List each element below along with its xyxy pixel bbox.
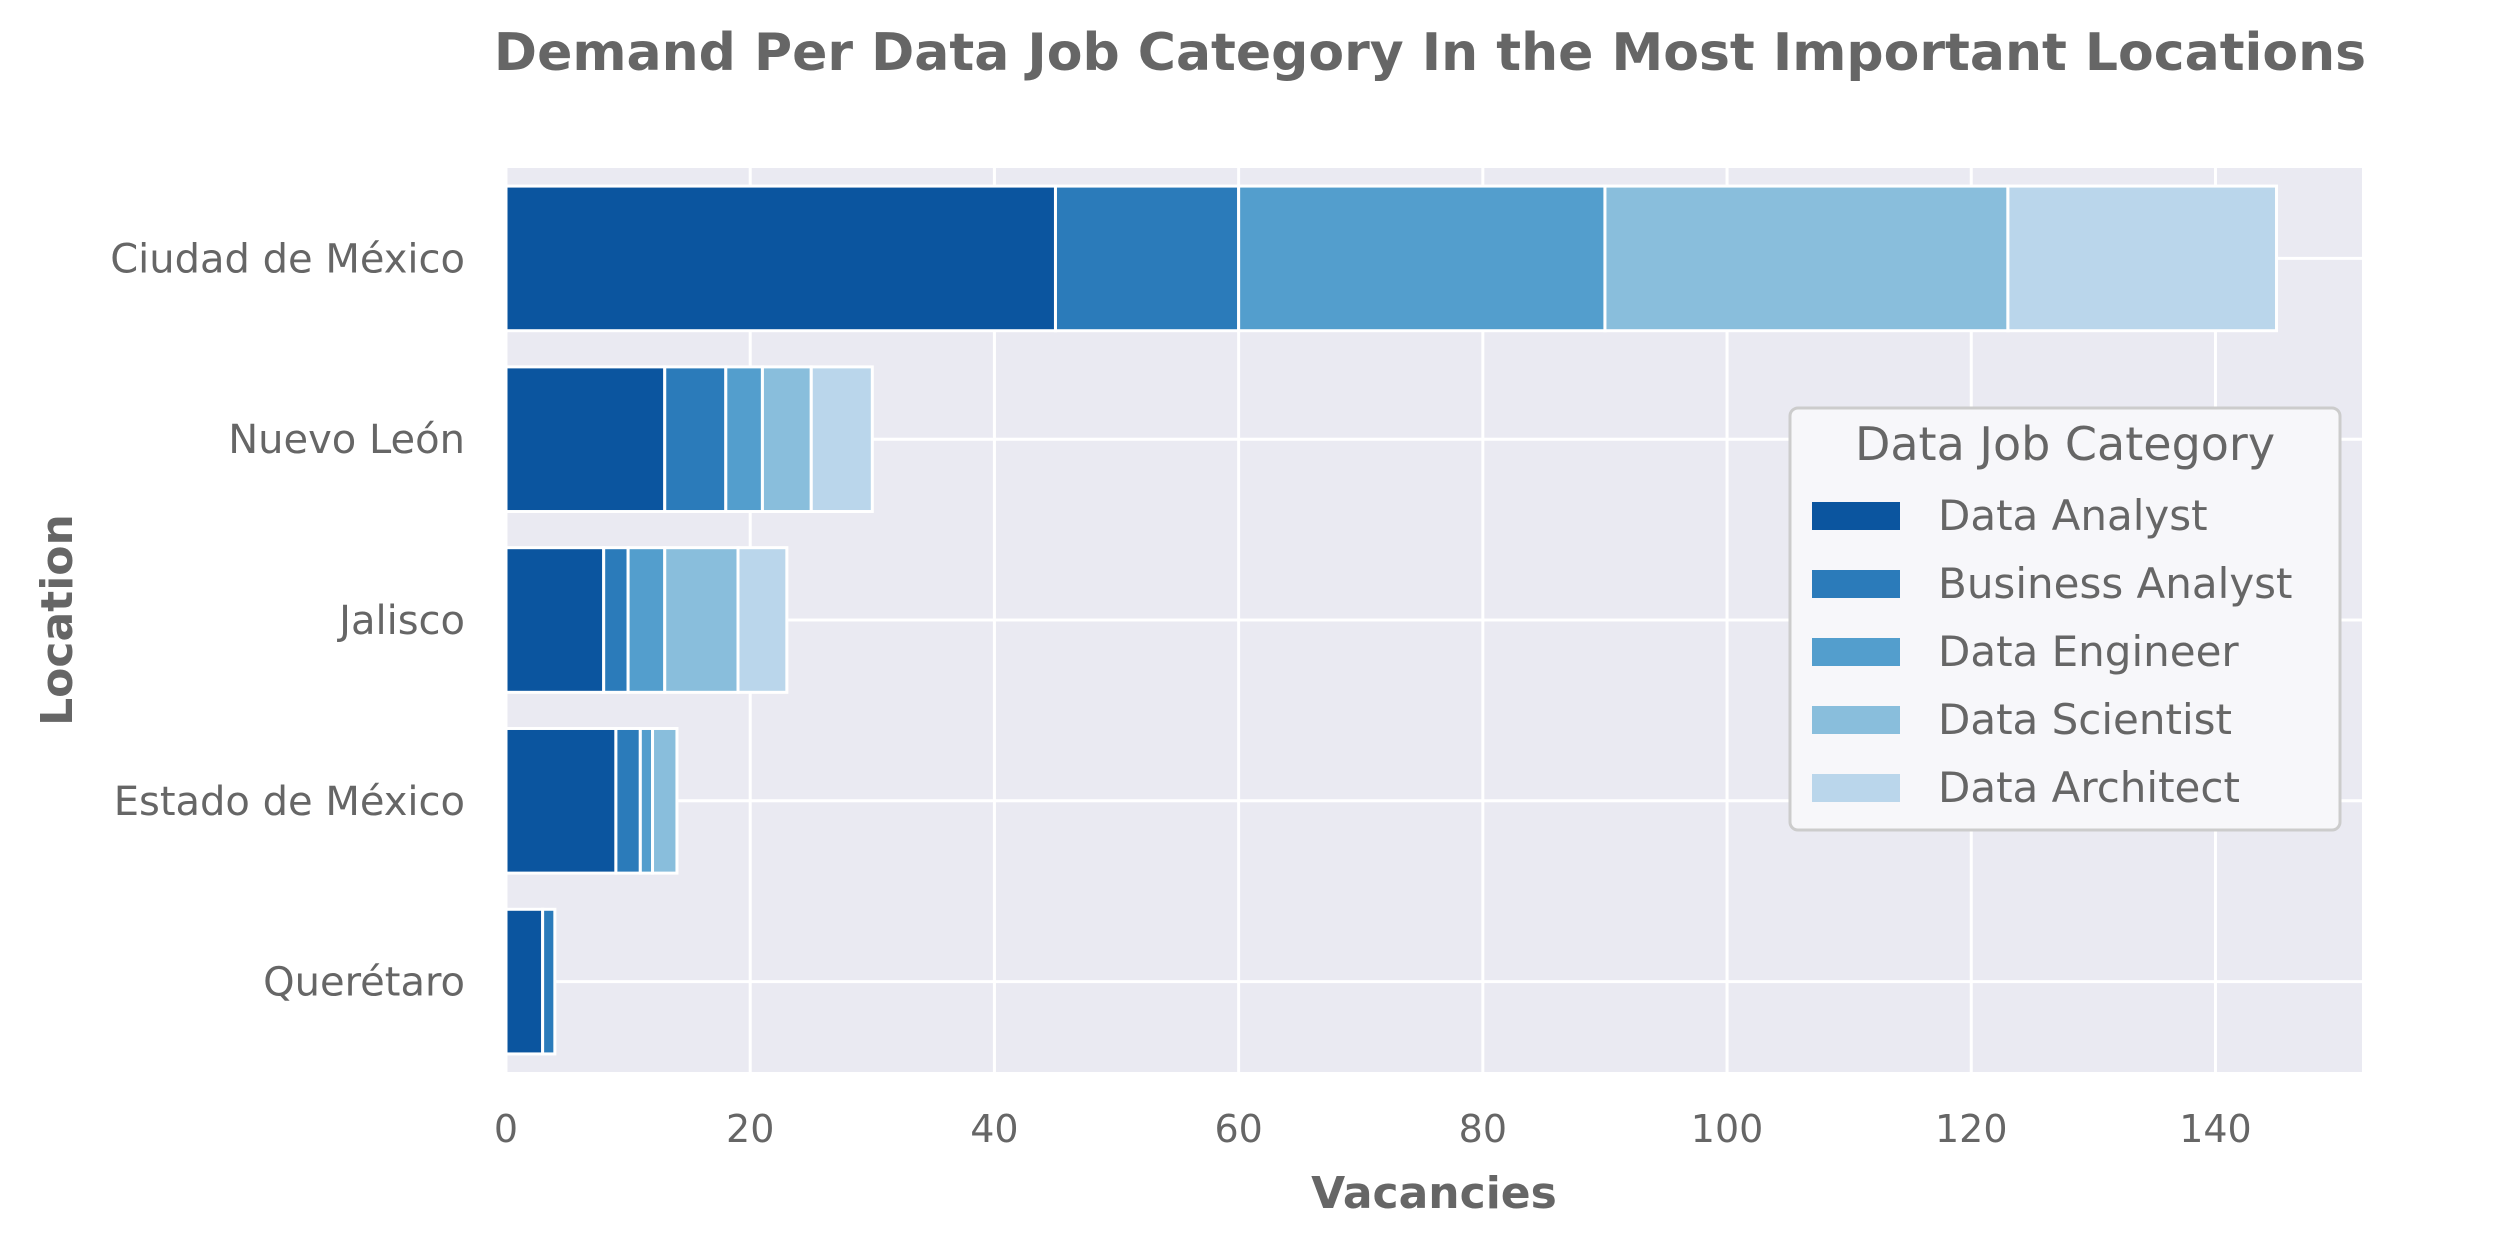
y-tick-label: Querétaro [263,960,465,1006]
legend-label: Data Scientist [1938,695,2232,744]
chart-title: Demand Per Data Job Category In the Most… [494,23,2366,83]
bar-segment [504,184,1057,333]
legend-swatch [1812,706,1900,734]
bar-segment [809,365,874,514]
legend-swatch [1812,774,1900,802]
bar-segment [1603,184,2010,333]
y-axis-label: Location [32,514,83,726]
bar-segment [1237,184,1607,333]
x-tick-label: 100 [1691,1107,1764,1151]
bar-segment [541,907,557,1056]
bar-segment [760,365,813,514]
legend-swatch [1812,570,1900,598]
bar-segment [724,365,764,514]
bar-segment [602,546,630,694]
bar-segment [614,726,642,875]
x-tick-labels: 0 20 40 60 80 100 120 140 [494,1107,2252,1151]
y-tick-label: Nuevo León [228,417,465,463]
bar-segment [663,546,740,694]
y-tick-label: Jalisco [336,598,465,644]
x-tick-label: 80 [1459,1107,1507,1151]
y-tick-label: Estado de México [114,779,465,825]
bar-segment [504,726,618,875]
x-axis-label: Vacancies [1311,1168,1557,1219]
x-tick-label: 0 [494,1107,518,1151]
legend-label: Business Analyst [1938,559,2293,608]
bar-segment [663,365,728,514]
bar-segment [736,546,789,694]
legend-title: Data Job Category [1855,417,2275,471]
x-tick-label: 140 [2179,1107,2252,1151]
bar-segment [2006,184,2279,333]
legend-swatch [1812,638,1900,666]
x-tick-label: 120 [1935,1107,2008,1151]
bar-segment [504,907,545,1056]
legend-box [1788,406,2342,832]
bar-segment [1053,184,1241,333]
legend: Data Job Category Data Analyst Business A… [1788,406,2342,832]
bar-segment [504,365,667,514]
bar-segment [651,726,679,875]
y-tick-labels: Ciudad de México Nuevo León Jalisco Estado … [110,236,465,1005]
bars [504,184,2279,1056]
legend-label: Data Architect [1938,763,2240,812]
bar-segment [626,546,667,694]
legend-swatch [1812,502,1900,530]
x-tick-label: 40 [970,1107,1018,1151]
bar-segment [504,546,606,694]
y-tick-label: Ciudad de México [110,236,465,282]
bar-segment [638,726,655,875]
legend-label: Data Analyst [1938,491,2208,540]
legend-label: Data Engineer [1938,627,2239,676]
x-tick-label: 20 [726,1107,774,1151]
x-tick-label: 60 [1214,1107,1262,1151]
